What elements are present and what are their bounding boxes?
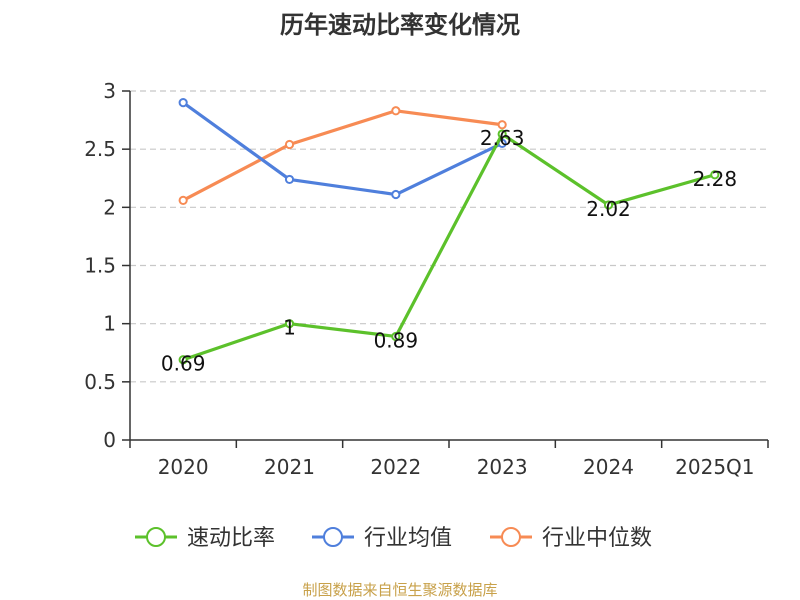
data-point[interactable] [710, 170, 720, 180]
legend-item-1[interactable]: 速动比率 [135, 526, 275, 551]
data-point[interactable] [497, 129, 507, 139]
data-label: 2.02 [586, 197, 631, 221]
series-2 [178, 98, 507, 200]
data-point[interactable] [391, 106, 401, 116]
data-point[interactable] [284, 139, 295, 150]
data-labels-layer: 0.69 1 0.89 2.63 2.02 2.28 [161, 126, 737, 376]
series-line [182, 132, 716, 362]
data-point[interactable] [603, 200, 614, 210]
data-label: 0.89 [374, 328, 419, 352]
x-tick-label: 2023 [477, 455, 528, 479]
data-point[interactable] [178, 195, 188, 205]
legend-item-2[interactable]: 行业均值 [312, 526, 452, 551]
series-3 [178, 106, 507, 205]
y-tick-label: 3 [103, 79, 116, 103]
legend[interactable]: 速动比率 行业均值 行业中位数 [135, 526, 652, 551]
legend-label: 行业均值 [364, 526, 452, 551]
legend-marker [323, 527, 343, 547]
y-tick-label: 0 [103, 428, 116, 452]
legend-label: 行业中位数 [542, 526, 652, 551]
y-tick-label: 1 [103, 312, 116, 336]
legend-label: 速动比率 [187, 526, 275, 551]
data-point[interactable] [284, 319, 295, 329]
series-line [182, 101, 503, 197]
series-layer [178, 98, 720, 365]
x-tick-label: 2020 [158, 455, 209, 479]
axes-layer: 0 0.5 1 1.5 2 2.5 3 2020 2021 2022 2023 2024 2025Q1 [84, 79, 769, 479]
legend-item-3[interactable]: 行业中位数 [490, 526, 652, 551]
series-1 [178, 129, 720, 365]
data-point[interactable] [391, 189, 401, 200]
data-point[interactable] [178, 98, 188, 108]
data-point[interactable] [284, 174, 295, 185]
data-point[interactable] [497, 120, 507, 130]
y-tick-label: 1.5 [84, 254, 116, 278]
y-tick-label: 0.5 [84, 370, 116, 394]
data-label: 1 [283, 316, 296, 340]
x-tick-label: 2024 [583, 455, 634, 479]
series-line [182, 109, 503, 202]
x-tick-label: 2022 [370, 455, 421, 479]
data-point[interactable] [391, 331, 401, 342]
chart-title: 历年速动比率变化情况 [280, 11, 520, 39]
y-tick-label: 2 [103, 195, 116, 219]
x-tick-label: 2025Q1 [675, 455, 754, 479]
data-label: 0.69 [161, 352, 206, 376]
x-tick-label: 2021 [264, 455, 315, 479]
data-label: 2.28 [693, 167, 738, 191]
y-tick-label: 2.5 [84, 137, 116, 161]
legend-marker [146, 527, 166, 547]
grid-layer [130, 90, 768, 383]
legend-marker [501, 527, 521, 547]
data-point[interactable] [178, 355, 188, 365]
data-label: 2.63 [480, 126, 525, 150]
source-note: 制图数据来自恒生聚源数据库 [302, 581, 497, 599]
